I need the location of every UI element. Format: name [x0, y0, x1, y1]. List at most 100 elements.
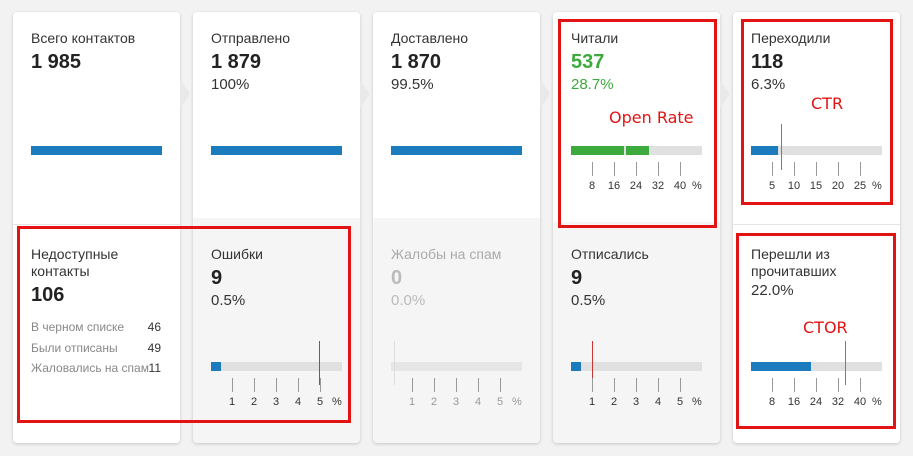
metric-clicked[interactable]: Переходили 118 6.3% — [751, 30, 891, 93]
annotation-ctr: CTR — [811, 94, 844, 113]
metric-label: Переходили — [751, 30, 831, 46]
tick-label: 3 — [272, 396, 280, 408]
annotation-box-ctr — [741, 19, 893, 205]
metric-read[interactable]: Читали 537 28.7% — [571, 30, 711, 93]
ticks-clicked: 5 10 15 20 25 % — [751, 162, 882, 194]
metric-percent: 0.0% — [391, 292, 426, 309]
tick-label: 2 — [250, 396, 258, 408]
tick-label: 5 — [496, 396, 504, 408]
tick-label: 2 — [610, 396, 618, 408]
tick-label: 3 — [632, 396, 640, 408]
tick-unit: % — [872, 180, 882, 192]
tick-label: 5 — [316, 396, 324, 408]
bar-errors-marker — [319, 341, 320, 385]
card-read-top — [553, 12, 720, 222]
annotation-box-open-rate — [558, 19, 717, 228]
tick-unit: % — [332, 396, 342, 408]
metric-total[interactable]: Всего контактов 1 985 — [31, 30, 171, 74]
card-sent-top — [193, 12, 360, 218]
ticks-spam: 1 2 3 4 5 % — [391, 378, 522, 410]
metric-label: Отписались — [571, 246, 649, 262]
tick-label: 1 — [588, 396, 596, 408]
tick-label: 4 — [294, 396, 302, 408]
flow-arrow — [360, 80, 370, 108]
detail-label: Жаловались на спам — [31, 361, 149, 375]
annotation-box-ctor — [736, 233, 896, 429]
flow-arrow — [180, 80, 190, 108]
row-divider — [733, 224, 900, 225]
metric-unavailable[interactable]: Недоступные контакты 106 — [31, 246, 171, 307]
ticks-read: 8 16 24 32 40 % — [571, 162, 702, 194]
tick-label: 5 — [676, 396, 684, 408]
card-delivered-top — [373, 12, 540, 218]
tick-unit: % — [512, 396, 522, 408]
detail-label: Были отписаны — [31, 341, 118, 355]
tick-unit: % — [692, 180, 702, 192]
detail-row: Были отписаны 49 — [31, 341, 161, 355]
tick-label: 3 — [452, 396, 460, 408]
metric-spam[interactable]: Жалобы на спам 0 0.0% — [391, 246, 531, 309]
bar-read-fill — [571, 146, 624, 155]
detail-value: 46 — [147, 320, 161, 334]
metric-label: Отправлено — [211, 30, 291, 46]
tick-label: 5 — [768, 180, 776, 192]
metric-label: Читали — [571, 30, 619, 46]
detail-value: 11 — [148, 361, 161, 375]
metric-label: Жалобы на спам — [391, 246, 502, 262]
metric-percent: 6.3% — [751, 76, 786, 93]
bar-spam-marker — [394, 341, 395, 385]
tick-label: 24 — [629, 180, 643, 192]
annotation-open-rate: Open Rate — [609, 108, 694, 127]
tick-label: 15 — [809, 180, 823, 192]
bar-unsub — [571, 362, 702, 371]
bar-ctor-marker — [845, 341, 846, 385]
tick-unit: % — [872, 396, 882, 408]
metric-delivered[interactable]: Доставлено 1 870 99.5% — [391, 30, 531, 93]
ticks-errors: 1 2 3 4 5 % — [211, 378, 342, 410]
bar-unsub-fill — [571, 362, 581, 371]
bar-read — [571, 146, 702, 155]
metric-sent[interactable]: Отправлено 1 879 100% — [211, 30, 351, 93]
bar-total — [31, 146, 162, 155]
tick-label: 10 — [787, 180, 801, 192]
tick-label: 2 — [430, 396, 438, 408]
bar-clicked-marker — [781, 124, 782, 170]
metric-percent: 0.5% — [211, 292, 246, 309]
row-divider — [13, 224, 180, 225]
bar-sent — [211, 146, 342, 155]
metric-count: 106 — [31, 284, 65, 306]
metric-percent: 22.0% — [751, 282, 794, 299]
tick-label: 40 — [853, 396, 867, 408]
metric-label: Всего контактов — [31, 30, 136, 46]
metric-unsubscribed[interactable]: Отписались 9 0.5% — [571, 246, 711, 309]
metric-percent: 100% — [211, 76, 250, 93]
metric-ctor[interactable]: Перешли из прочитавших 22.0% — [751, 246, 891, 299]
metric-count: 118 — [751, 51, 784, 73]
bar-ctor — [751, 362, 882, 371]
bar-ctor-fill — [751, 362, 811, 371]
tick-label: 32 — [831, 396, 845, 408]
tick-label: 4 — [654, 396, 662, 408]
tick-label: 1 — [228, 396, 236, 408]
bar-clicked-fill — [751, 146, 778, 155]
tick-label: 8 — [768, 396, 776, 408]
annotation-ctor: CTOR — [803, 318, 848, 337]
bar-delivered — [391, 146, 522, 155]
metric-count: 9 — [571, 267, 583, 289]
tick-unit: % — [692, 396, 702, 408]
metric-percent: 28.7% — [571, 76, 614, 93]
bar-spam — [391, 362, 522, 371]
metric-errors[interactable]: Ошибки 9 0.5% — [211, 246, 351, 309]
metric-count: 1 985 — [31, 51, 82, 73]
bar-errors-fill — [211, 362, 221, 371]
tick-label: 20 — [831, 180, 845, 192]
metric-count: 9 — [211, 267, 223, 289]
detail-row: В черном списке 46 — [31, 320, 161, 334]
flow-arrow — [540, 80, 550, 108]
bar-read-fill-2 — [626, 146, 649, 155]
metric-percent: 99.5% — [391, 76, 434, 93]
metric-label: Ошибки — [211, 246, 263, 262]
card-clicked-column — [733, 12, 900, 443]
tick-label: 40 — [673, 180, 687, 192]
metric-percent: 0.5% — [571, 292, 606, 309]
